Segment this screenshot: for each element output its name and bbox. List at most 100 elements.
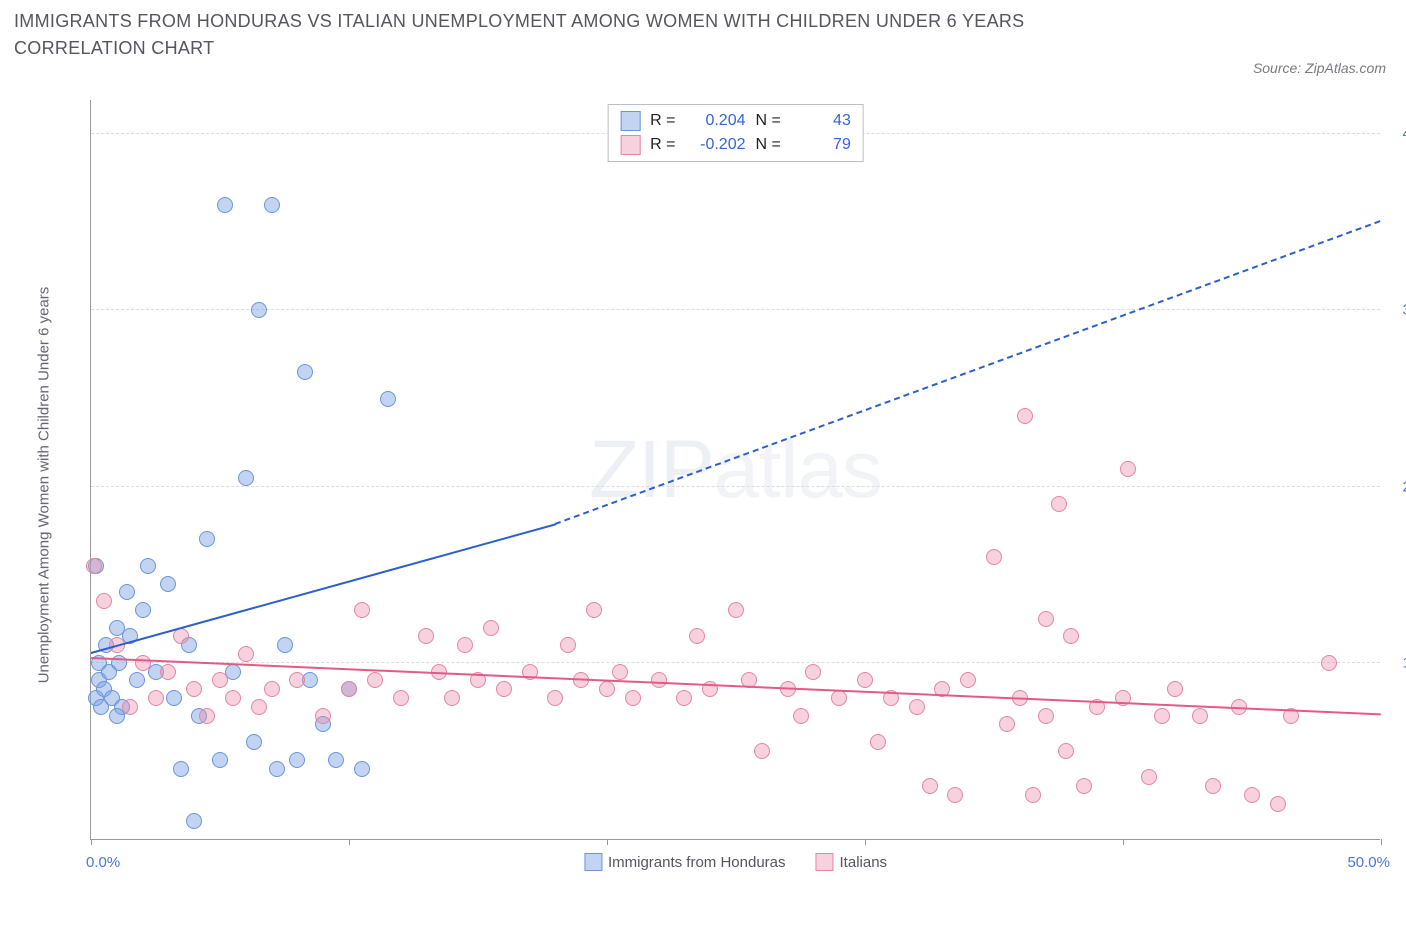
legend-label-honduras: Immigrants from Honduras [608,854,786,871]
watermark-thin: atlas [714,424,882,515]
data-point-italians [199,708,215,724]
data-point-italians [264,681,280,697]
x-tick [865,839,866,845]
data-point-italians [96,593,112,609]
x-tick [91,839,92,845]
data-point-italians [986,549,1002,565]
y-tick-label: 30.0% [1402,302,1406,319]
gridline [91,486,1380,487]
data-point-italians [728,602,744,618]
series-legend: Immigrants from Honduras Italians [584,853,887,871]
data-point-honduras [297,364,313,380]
data-point-italians [173,628,189,644]
data-point-italians [1192,708,1208,724]
data-point-italians [857,672,873,688]
data-point-italians [367,672,383,688]
n-label: N = [756,133,781,157]
data-point-italians [805,664,821,680]
data-point-italians [160,664,176,680]
y-tick-label: 40.0% [1402,126,1406,143]
data-point-honduras [289,752,305,768]
data-point-honduras [251,302,267,318]
data-point-italians [922,778,938,794]
source-attribution: Source: ZipAtlas.com [1253,60,1386,76]
data-point-italians [793,708,809,724]
x-tick [1123,839,1124,845]
data-point-italians [960,672,976,688]
n-label: N = [756,109,781,133]
data-point-italians [625,690,641,706]
data-point-italians [560,637,576,653]
swatch-italians [620,135,640,155]
data-point-italians [1120,461,1136,477]
x-tick [349,839,350,845]
x-max-label: 50.0% [1347,854,1390,871]
data-point-honduras [119,584,135,600]
n-value-honduras: 43 [791,109,851,133]
data-point-italians [238,646,254,662]
data-point-italians [86,558,102,574]
y-axis-label: Unemployment Among Women with Children U… [36,287,53,684]
data-point-italians [947,787,963,803]
data-point-italians [418,628,434,644]
data-point-italians [612,664,628,680]
data-point-italians [1076,778,1092,794]
legend-item-honduras: Immigrants from Honduras [584,853,786,871]
data-point-italians [122,699,138,715]
data-point-italians [1154,708,1170,724]
trend-line [555,220,1381,525]
data-point-italians [999,716,1015,732]
watermark: ZIPatlas [589,423,882,517]
y-tick-label: 20.0% [1402,478,1406,495]
r-value-honduras: 0.204 [686,109,746,133]
watermark-bold: ZIP [589,424,714,515]
data-point-italians [1167,681,1183,697]
data-point-honduras [173,761,189,777]
data-point-italians [148,690,164,706]
x-tick [1381,839,1382,845]
data-point-italians [1141,769,1157,785]
data-point-italians [547,690,563,706]
data-point-italians [354,602,370,618]
data-point-italians [1038,708,1054,724]
data-point-italians [1038,611,1054,627]
data-point-italians [186,681,202,697]
data-point-italians [251,699,267,715]
y-tick-label: 10.0% [1402,654,1406,671]
data-point-honduras [246,734,262,750]
data-point-italians [689,628,705,644]
r-value-italians: -0.202 [686,133,746,157]
data-point-italians [599,681,615,697]
data-point-italians [1051,496,1067,512]
data-point-honduras [140,558,156,574]
data-point-honduras [380,391,396,407]
plot-area: ZIPatlas R = 0.204 N = 43 R = -0.202 N =… [90,100,1380,840]
data-point-italians [341,681,357,697]
data-point-italians [457,637,473,653]
data-point-italians [754,743,770,759]
data-point-italians [483,620,499,636]
legend-row-italians: R = -0.202 N = 79 [620,133,851,157]
data-point-honduras [199,531,215,547]
data-point-honduras [135,602,151,618]
data-point-honduras [264,197,280,213]
data-point-italians [315,708,331,724]
data-point-italians [1244,787,1260,803]
data-point-italians [1063,628,1079,644]
data-point-italians [212,672,228,688]
data-point-honduras [160,576,176,592]
data-point-honduras [166,690,182,706]
swatch-italians-icon [816,853,834,871]
correlation-legend: R = 0.204 N = 43 R = -0.202 N = 79 [607,104,864,162]
data-point-italians [586,602,602,618]
n-value-italians: 79 [791,133,851,157]
data-point-italians [393,690,409,706]
data-point-italians [496,681,512,697]
data-point-italians [1025,787,1041,803]
data-point-italians [135,655,151,671]
data-point-italians [289,672,305,688]
x-tick [607,839,608,845]
chart-container: Unemployment Among Women with Children U… [60,100,1380,870]
data-point-italians [225,690,241,706]
data-point-italians [1058,743,1074,759]
